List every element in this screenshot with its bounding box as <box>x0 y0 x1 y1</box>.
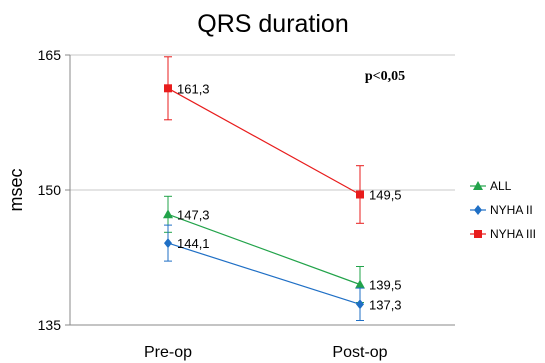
data-point-triangle <box>355 279 365 289</box>
series-nyha-ii: 144,1 137,3 <box>164 224 402 321</box>
legend-label: NYHA II <box>490 203 533 217</box>
series-line <box>167 213 361 286</box>
series-group: 147,3 139,5 144,1 137,3 161,3 149,5 <box>163 56 402 321</box>
legend-label: NYHA III <box>490 227 536 241</box>
series-line <box>167 87 361 196</box>
y-tick-labels: 135 150 165 <box>38 47 62 333</box>
grid-lines <box>70 54 455 191</box>
legend-item: ALL <box>470 179 512 193</box>
x-category-label: Pre-op <box>144 344 192 361</box>
data-label: 161,3 <box>177 81 210 96</box>
category-labels: Pre-op Post-op <box>144 344 388 361</box>
data-point-diamond <box>474 205 482 215</box>
chart-title: QRS duration <box>197 10 348 38</box>
significance-annotation: p<0,05 <box>365 69 405 84</box>
data-point-triangle <box>163 209 173 219</box>
data-point-triangle <box>473 181 483 190</box>
series-nyha-iii: 161,3 149,5 <box>164 56 402 224</box>
data-label: 137,3 <box>369 297 402 312</box>
axes <box>65 54 455 326</box>
data-label: 139,5 <box>369 278 402 293</box>
data-point-diamond <box>356 299 364 310</box>
legend: ALL NYHA II NYHA III <box>470 179 536 241</box>
y-tick-label: 150 <box>38 182 62 198</box>
data-label: 144,1 <box>177 236 210 251</box>
legend-label: ALL <box>490 179 512 193</box>
y-tick-label: 165 <box>38 47 62 63</box>
y-tick-label: 135 <box>38 317 62 333</box>
data-point-square <box>164 84 172 93</box>
data-point-square <box>356 190 364 199</box>
data-point-diamond <box>164 238 172 249</box>
data-point-square <box>474 230 482 238</box>
x-category-label: Post-op <box>332 344 387 361</box>
data-label: 147,3 <box>177 207 210 222</box>
legend-item: NYHA II <box>470 203 533 217</box>
legend-item: NYHA III <box>470 227 536 241</box>
data-label: 149,5 <box>369 188 402 203</box>
y-axis-label: msec <box>6 168 26 211</box>
series-line <box>167 242 361 305</box>
